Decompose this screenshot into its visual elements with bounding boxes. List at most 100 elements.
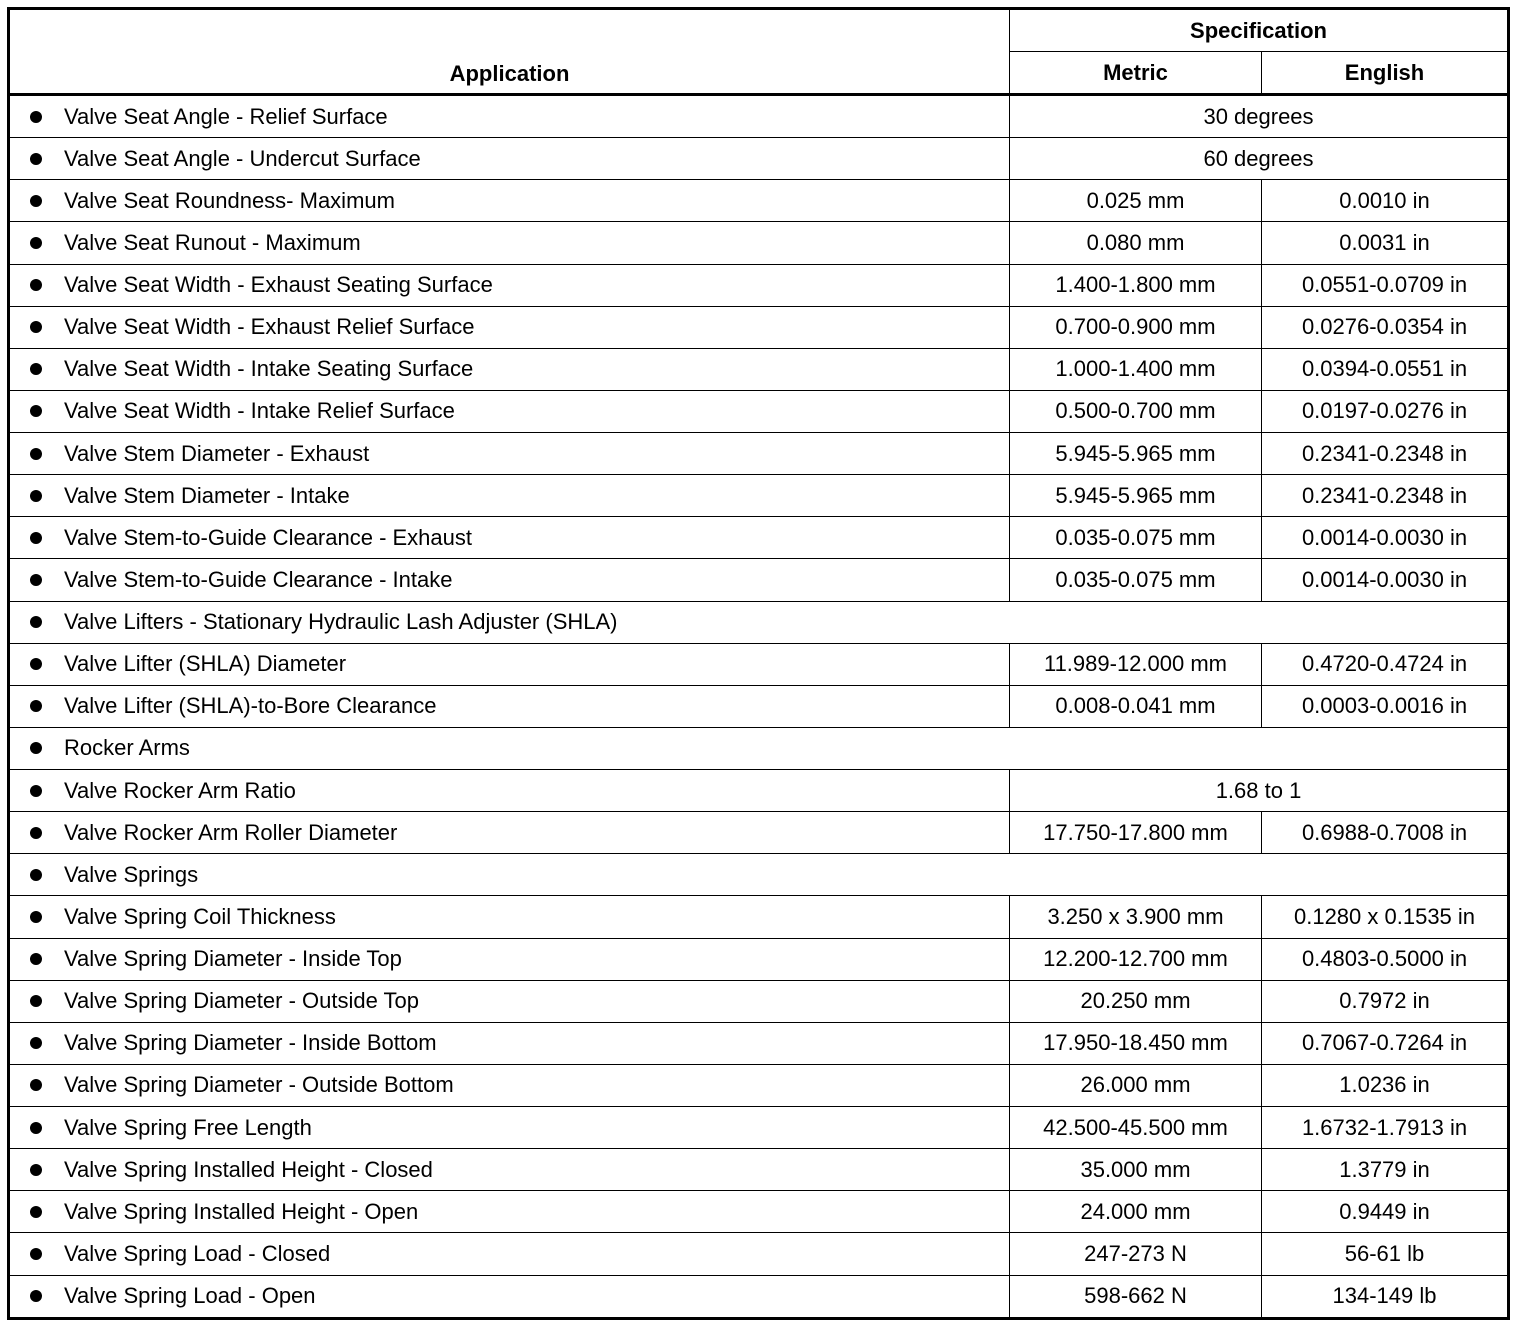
bullet-icon xyxy=(30,531,42,544)
bullet-icon xyxy=(30,110,42,123)
application-cell: Valve Seat Runout - Maximum xyxy=(8,221,1010,265)
english-cell: 0.0394-0.0551 in xyxy=(1260,347,1510,391)
table-row: Valve Spring Diameter - Outside Top 20.25… xyxy=(8,979,1510,1023)
bullet-icon xyxy=(30,236,42,249)
application-label: Valve Lifter (SHLA) Diameter xyxy=(64,651,347,677)
application-label: Valve Seat Width - Intake Relief Surface xyxy=(64,398,455,424)
application-cell: Valve Spring Diameter - Outside Bottom xyxy=(8,1063,1010,1108)
header-english: English xyxy=(1260,51,1510,96)
specification-cell: 30 degrees xyxy=(1008,93,1510,139)
english-cell: 0.2341-0.2348 in xyxy=(1260,474,1510,518)
header-metric: Metric xyxy=(1009,51,1262,96)
application-label: Valve Seat Angle - Relief Surface xyxy=(64,103,388,129)
bullet-icon xyxy=(30,658,42,671)
english-cell: 1.3779 in xyxy=(1260,1148,1510,1192)
table-row: Valve Seat Roundness- Maximum 0.025 mm 0.0… xyxy=(8,179,1510,223)
application-cell: Valve Stem Diameter - Intake xyxy=(8,474,1010,518)
english-cell: 1.6732-1.7913 in xyxy=(1260,1106,1510,1150)
bullet-icon xyxy=(30,616,42,629)
section-row: Valve Springs xyxy=(7,853,1510,897)
application-cell: Valve Rocker Arm Roller Diameter xyxy=(8,811,1010,855)
english-cell: 0.1280 x 0.1535 in xyxy=(1260,895,1510,939)
table-row: Valve Seat Width - Exhaust Relief Surfac… xyxy=(8,305,1510,349)
table-row: Valve Spring Diameter - Inside Bottom 17.… xyxy=(8,1021,1510,1065)
bullet-icon xyxy=(30,953,42,966)
bullet-icon xyxy=(30,363,42,376)
application-cell: Valve Spring Load - Open xyxy=(8,1274,1010,1320)
bullet-icon xyxy=(30,1205,42,1218)
table-row: Valve Spring Diameter - Outside Bottom 26… xyxy=(8,1063,1510,1108)
metric-cell: 0.025 mm xyxy=(1009,179,1262,223)
application-label: Valve Rocker Arm Roller Diameter xyxy=(64,819,398,845)
english-cell: 134-149 lb xyxy=(1260,1274,1510,1320)
application-cell: Rocker Arms xyxy=(7,726,1510,771)
bullet-icon xyxy=(30,742,42,755)
table-row: Valve Seat Width - Intake Seating Surfac… xyxy=(8,347,1510,391)
english-cell: 0.7067-0.7264 in xyxy=(1260,1021,1510,1065)
table-row: Valve Seat Angle - Relief Surface 30 degr… xyxy=(8,93,1510,139)
application-label: Valve Stem Diameter - Exhaust xyxy=(64,440,370,466)
metric-cell: 1.000-1.400 mm xyxy=(1009,347,1262,391)
table-row: Valve Seat Runout - Maximum 0.080 mm 0.003… xyxy=(8,221,1510,265)
application-label: Valve Seat Width - Intake Seating Surfac… xyxy=(64,356,474,382)
application-cell: Valve Spring Coil Thickness xyxy=(8,895,1010,939)
english-cell: 0.0276-0.0354 in xyxy=(1260,305,1510,349)
application-cell: Valve Lifter (SHLA) Diameter xyxy=(8,642,1010,686)
metric-cell: 26.000 mm xyxy=(1009,1063,1262,1108)
bullet-icon xyxy=(30,910,42,923)
english-cell: 56-61 lb xyxy=(1260,1232,1510,1276)
bullet-icon xyxy=(30,321,42,334)
bullet-icon xyxy=(30,447,42,460)
metric-cell: 12.200-12.700 mm xyxy=(1009,937,1262,981)
table-row: Valve Spring Load - Open 598-662 N 134-149… xyxy=(8,1274,1510,1320)
table-row: Valve Spring Free Length 42.500-45.500 mm… xyxy=(8,1106,1510,1150)
specification-cell: 60 degrees xyxy=(1008,137,1510,181)
application-label: Valve Stem Diameter - Intake xyxy=(64,482,350,508)
application-label: Valve Stem-to-Guide Clearance - Intake xyxy=(64,566,453,592)
header-application: Application xyxy=(8,8,1010,96)
english-cell: 0.0031 in xyxy=(1260,221,1510,265)
bullet-icon xyxy=(30,194,42,207)
bullet-icon xyxy=(30,784,42,797)
application-label: Valve Spring Installed Height - Closed xyxy=(64,1156,433,1182)
application-label: Valve Seat Roundness- Maximum xyxy=(64,187,395,213)
bullet-icon xyxy=(30,573,42,586)
application-cell: Valve Stem-to-Guide Clearance - Intake xyxy=(8,558,1010,602)
application-cell: Valve Seat Angle - Undercut Surface xyxy=(8,137,1010,181)
application-cell: Valve Seat Width - Intake Seating Surfac… xyxy=(8,347,1010,391)
bullet-icon xyxy=(30,826,42,839)
bullet-icon xyxy=(30,405,42,418)
table-row: Valve Spring Installed Height - Closed 35… xyxy=(8,1148,1510,1192)
application-cell: Valve Spring Free Length xyxy=(8,1106,1010,1150)
table-row: Valve Rocker Arm Roller Diameter 17.750-1… xyxy=(8,811,1510,855)
english-cell: 0.6988-0.7008 in xyxy=(1260,811,1510,855)
section-row: Rocker Arms xyxy=(7,726,1510,771)
application-label: Valve Spring Load - Closed xyxy=(64,1240,331,1266)
bullet-icon xyxy=(30,279,42,292)
metric-cell: 1.400-1.800 mm xyxy=(1009,263,1262,307)
header-specification: Specification xyxy=(1008,8,1510,52)
english-cell: 0.4803-0.5000 in xyxy=(1260,937,1510,981)
table-row: Valve Stem Diameter - Intake 5.945-5.965 … xyxy=(8,474,1510,518)
bullet-icon xyxy=(30,1290,42,1303)
english-cell: 0.0010 in xyxy=(1260,179,1510,223)
table-row: Valve Stem-to-Guide Clearance - Exhaust 0… xyxy=(8,516,1510,560)
application-cell: Valve Spring Diameter - Outside Top xyxy=(8,979,1010,1023)
section-row: Valve Lifters - Stationary Hydraulic Las… xyxy=(7,600,1510,644)
application-label: Valve Seat Runout - Maximum xyxy=(64,229,361,255)
table-row: Valve Seat Width - Intake Relief Surface… xyxy=(8,389,1510,434)
application-label: Valve Spring Diameter - Inside Bottom xyxy=(64,1030,437,1056)
table-row: Valve Rocker Arm Ratio 1.68 to 1 xyxy=(8,769,1510,813)
bullet-icon xyxy=(30,1037,42,1050)
table-row: Valve Stem Diameter - Exhaust 5.945-5.965… xyxy=(8,432,1510,476)
english-cell: 0.4720-0.4724 in xyxy=(1260,642,1510,686)
english-cell: 0.0003-0.0016 in xyxy=(1260,684,1510,728)
application-cell: Valve Stem-to-Guide Clearance - Exhaust xyxy=(8,516,1010,560)
application-cell: Valve Springs xyxy=(7,853,1510,897)
application-cell: Valve Seat Width - Exhaust Relief Surfac… xyxy=(8,305,1010,349)
metric-cell: 35.000 mm xyxy=(1009,1148,1262,1192)
table-row: Valve Seat Angle - Undercut Surface 60 de… xyxy=(8,137,1510,181)
table-row: Valve Lifter (SHLA) Diameter 11.989-12.00… xyxy=(8,642,1510,686)
metric-cell: 247-273 N xyxy=(1009,1232,1262,1276)
bullet-icon xyxy=(30,152,42,165)
